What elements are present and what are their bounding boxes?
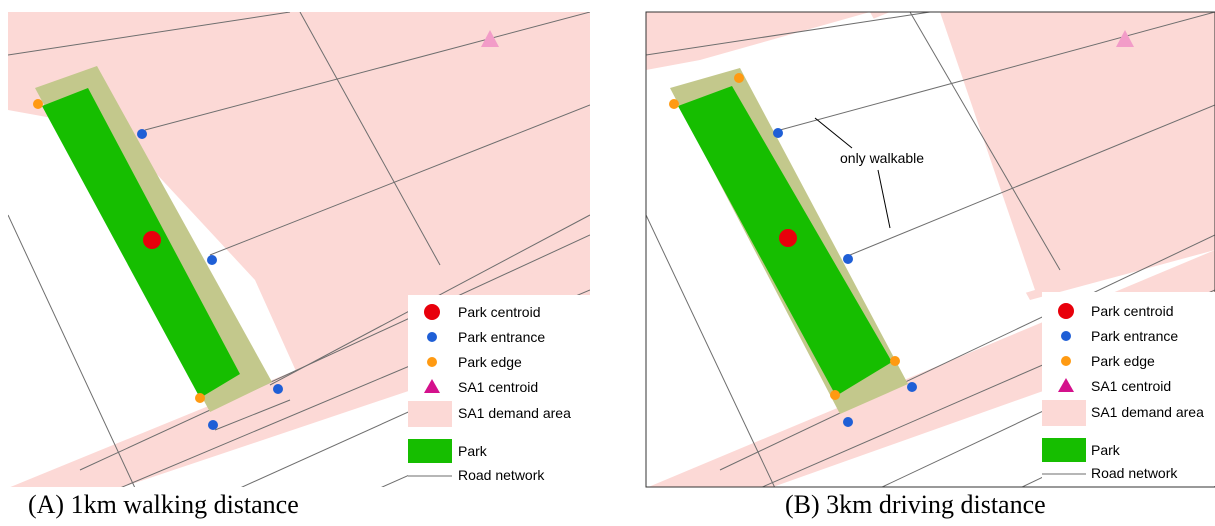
annotation-leader xyxy=(814,117,853,149)
legend-sa1-centroid-label: SA1 centroid xyxy=(458,379,538,395)
legend-park-edge-symbol xyxy=(427,357,437,367)
sa1-demand-area xyxy=(646,12,1215,300)
legend-park-label: Park xyxy=(1091,442,1121,458)
park-entrance-marker xyxy=(907,382,917,392)
legend-sa1-centroid-label: SA1 centroid xyxy=(1091,378,1171,394)
legend-park-centroid-symbol xyxy=(1058,303,1074,319)
only-walkable-annotation: only walkable xyxy=(840,150,924,166)
park-entrance-marker xyxy=(273,384,283,394)
caption-a: (A) 1km walking distance xyxy=(28,490,299,519)
legend-park-entrance-symbol xyxy=(1061,331,1071,341)
sa1-demand-area xyxy=(646,12,870,70)
legend-sa1-centroid-symbol xyxy=(1058,378,1074,392)
park-centroid-marker xyxy=(779,229,797,247)
park-entrance-marker xyxy=(208,420,218,430)
legend-sa1-centroid-symbol xyxy=(424,379,440,393)
map-canvas-a: Park centroid Park entrance Park edge SA… xyxy=(8,12,590,487)
park-entrance-marker xyxy=(137,129,147,139)
legend-demand-area-symbol xyxy=(408,401,452,427)
park-entrance-marker xyxy=(773,128,783,138)
map-frame-b xyxy=(645,11,1215,488)
legend-demand-area-symbol xyxy=(1042,400,1086,426)
park-centroid-marker xyxy=(143,231,161,249)
park-entrance-marker xyxy=(843,417,853,427)
panel-a-walking-map: Park centroid Park entrance Park edge SA… xyxy=(0,0,590,526)
park-edge-marker xyxy=(890,356,900,366)
legend-park-centroid-label: Park centroid xyxy=(1091,303,1173,319)
park-edge-marker xyxy=(734,73,744,83)
park-edge-marker xyxy=(669,99,679,109)
legend-park-centroid-symbol xyxy=(424,304,440,320)
park-edge-marker xyxy=(830,390,840,400)
map-canvas-b: only walkable Park centroid Park entranc… xyxy=(645,11,1215,488)
legend-demand-area-label: SA1 demand area xyxy=(458,405,571,421)
legend-a: Park centroid Park entrance Park edge SA… xyxy=(408,295,590,487)
legend-park-centroid-label: Park centroid xyxy=(458,304,540,320)
legend-b: Park centroid Park entrance Park edge SA… xyxy=(1042,292,1215,486)
legend-road-label: Road network xyxy=(458,467,545,483)
legend-park-edge-symbol xyxy=(1061,356,1071,366)
legend-park-edge-label: Park edge xyxy=(458,354,522,370)
park-entrance-marker xyxy=(843,254,853,264)
legend-park-edge-label: Park edge xyxy=(1091,353,1155,369)
non-demand-area xyxy=(735,12,1035,345)
legend-park-symbol xyxy=(1042,438,1086,462)
legend-park-entrance-label: Park entrance xyxy=(458,329,545,345)
legend-park-label: Park xyxy=(458,443,488,459)
park xyxy=(42,88,240,398)
sa1-centroid-marker xyxy=(481,30,499,47)
park-edge-marker xyxy=(33,99,43,109)
legend-park-entrance-symbol xyxy=(427,332,437,342)
annotation-leader xyxy=(877,169,891,229)
caption-b: (B) 3km driving distance xyxy=(785,490,1046,519)
panel-b-driving-map: only walkable Park centroid Park entranc… xyxy=(640,0,1215,526)
park-edge-marker xyxy=(195,393,205,403)
sa1-centroid-marker xyxy=(1116,30,1134,47)
legend-road-label: Road network xyxy=(1091,465,1178,481)
park-entrance-marker xyxy=(207,255,217,265)
legend-park-entrance-label: Park entrance xyxy=(1091,328,1178,344)
legend-demand-area-label: SA1 demand area xyxy=(1091,404,1204,420)
legend-park-symbol xyxy=(408,439,452,463)
